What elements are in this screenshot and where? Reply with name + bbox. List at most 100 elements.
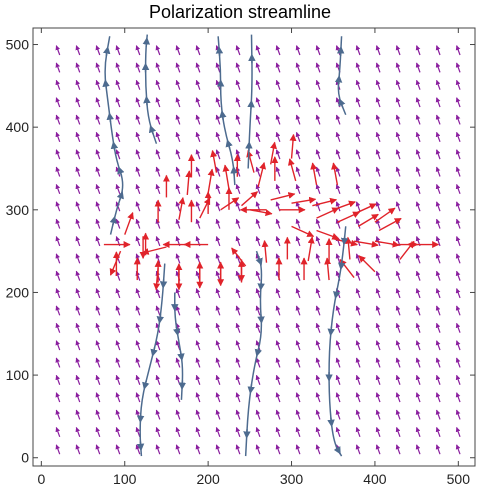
field-arrow <box>255 97 261 108</box>
field-arrow <box>235 184 241 195</box>
x-tick-label: 300 <box>280 471 304 487</box>
field-arrow <box>295 131 301 142</box>
field-arrow <box>415 131 421 142</box>
field-arrow <box>195 444 201 455</box>
field-arrow <box>355 253 361 264</box>
field-arrow <box>95 97 101 108</box>
field-arrow <box>235 392 241 403</box>
field-arrow <box>355 340 361 351</box>
field-arrow <box>195 166 201 177</box>
field-arrow <box>455 184 461 195</box>
field-arrow <box>195 218 201 229</box>
streamline-arrow <box>102 79 110 89</box>
field-arrow <box>415 149 421 160</box>
field-arrow <box>275 79 281 90</box>
field-arrow <box>455 409 461 420</box>
field-arrow <box>335 45 341 56</box>
streamline-arrow <box>255 256 263 266</box>
field-arrow <box>255 392 261 403</box>
field-arrow <box>115 322 121 333</box>
field-arrow <box>215 426 221 438</box>
field-arrow <box>155 62 161 73</box>
field-arrow <box>215 340 221 351</box>
field-arrow <box>315 392 321 403</box>
field-arrow <box>135 149 141 160</box>
field-arrow <box>315 374 321 385</box>
field-arrow <box>175 79 181 90</box>
field-arrow <box>275 322 281 333</box>
y-tick-label: 500 <box>6 37 30 53</box>
field-arrow <box>195 374 201 385</box>
field-arrow <box>455 218 461 229</box>
field-arrow <box>355 201 361 212</box>
field-arrow <box>195 201 201 212</box>
field-arrow <box>75 131 81 142</box>
field-arrow <box>135 236 141 247</box>
field-arrow <box>195 322 201 333</box>
strong-field-arrow <box>257 161 267 187</box>
field-arrow <box>335 166 341 177</box>
field-arrow <box>95 340 101 351</box>
field-arrow <box>275 444 281 455</box>
field-arrow <box>275 45 281 56</box>
strong-field-arrow <box>291 196 317 204</box>
field-arrow <box>355 374 361 385</box>
field-arrow <box>375 409 381 420</box>
field-arrow <box>95 426 101 438</box>
field-arrow <box>155 149 161 160</box>
field-arrow <box>235 270 241 281</box>
field-arrow <box>395 392 401 403</box>
field-arrow <box>215 131 221 142</box>
field-arrow <box>455 62 461 73</box>
field-arrow <box>115 79 121 90</box>
field-arrow <box>115 62 121 73</box>
field-arrow <box>155 340 161 351</box>
field-arrow <box>435 322 441 333</box>
field-arrow <box>195 340 201 351</box>
field-arrow <box>235 62 241 73</box>
field-arrow <box>435 426 441 438</box>
field-arrow <box>295 166 301 177</box>
field-arrow <box>435 184 441 195</box>
field-arrow <box>375 340 381 351</box>
field-arrow <box>435 97 441 108</box>
streamline-arrow <box>340 235 349 246</box>
field-arrow <box>255 79 261 90</box>
field-arrow <box>435 62 441 73</box>
streamline-arrow <box>333 445 341 455</box>
field-arrow <box>215 270 221 281</box>
field-arrow <box>255 305 261 316</box>
field-arrow <box>295 45 301 56</box>
streamline <box>247 34 253 169</box>
streamline-arrow <box>219 110 227 120</box>
strong-field-arrow <box>358 255 376 273</box>
field-arrow <box>315 114 321 125</box>
field-arrow <box>215 288 221 299</box>
field-arrow <box>315 97 321 108</box>
field-arrow <box>415 288 421 299</box>
field-arrow <box>155 357 161 368</box>
field-arrow <box>215 184 221 195</box>
field-arrow <box>315 131 321 142</box>
field-arrow <box>135 201 141 212</box>
field-arrow <box>395 114 401 125</box>
field-arrow <box>455 270 461 281</box>
field-arrow <box>415 201 421 212</box>
field-arrow <box>175 357 181 368</box>
field-arrow <box>275 392 281 403</box>
streamline-arrow <box>334 75 343 85</box>
field-arrow <box>235 236 241 247</box>
field-arrow <box>195 305 201 316</box>
field-arrow <box>95 305 101 316</box>
field-arrow <box>235 426 241 438</box>
field-arrow <box>175 218 181 229</box>
field-arrow <box>335 305 341 316</box>
field-arrow <box>215 79 221 90</box>
field-arrow <box>255 236 261 247</box>
field-arrow <box>75 201 81 212</box>
field-arrow <box>175 166 181 177</box>
field-arrow <box>415 357 421 368</box>
field-arrow <box>375 131 381 142</box>
strong-field-arrow <box>357 213 379 227</box>
field-arrow <box>415 340 421 351</box>
